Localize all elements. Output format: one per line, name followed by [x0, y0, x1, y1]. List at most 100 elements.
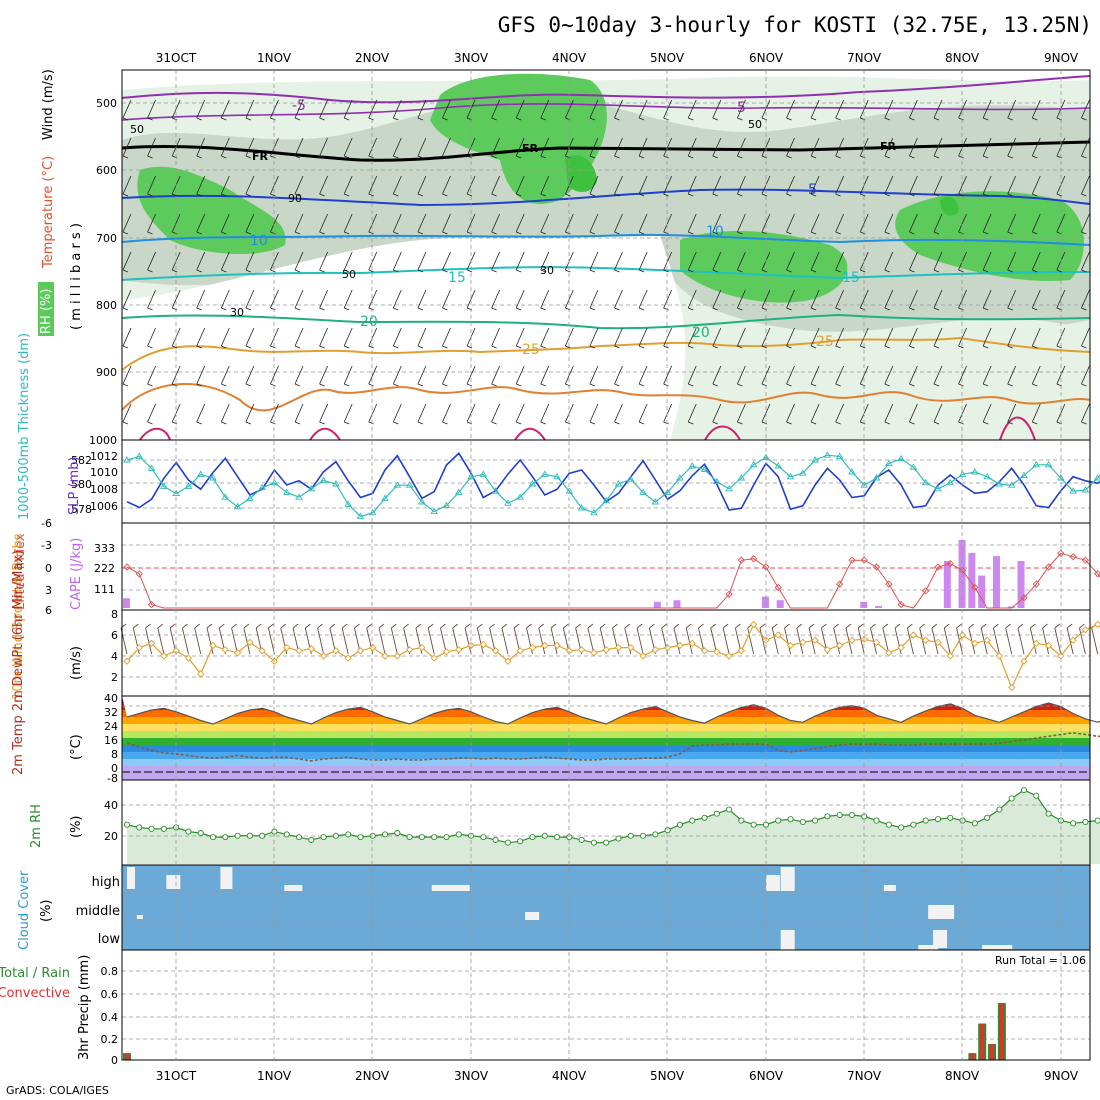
wind10m-barb-flag [821, 623, 827, 629]
upper-barb [540, 403, 550, 423]
wind10m-point [946, 652, 954, 660]
upper-barb [270, 175, 279, 195]
upper-barb [491, 289, 500, 309]
upper-barb-flag [958, 421, 964, 425]
upper-barb [392, 99, 402, 119]
ytick-600: 600 [96, 164, 117, 177]
upper-barb-flag [466, 193, 473, 197]
upper-barb [810, 175, 820, 195]
upper-barb [515, 289, 525, 309]
rh2m-point [689, 817, 696, 824]
cloud-block [780, 867, 795, 891]
upper-barb [343, 327, 353, 347]
label-15-left: 15 [448, 270, 466, 286]
cape-bar [776, 600, 784, 608]
upper-barb-flag [614, 117, 620, 121]
upper-barb-flag [368, 155, 374, 159]
cloud-block [765, 875, 780, 891]
upper-barb [122, 137, 132, 157]
thickness-point [602, 496, 611, 504]
upper-barb-flag [712, 269, 718, 273]
wind10m-barb-flag [292, 623, 299, 629]
cloud-block [127, 867, 135, 889]
rh2m-point [1094, 817, 1100, 824]
upper-barb-flag [589, 345, 596, 349]
thickness-point [860, 481, 869, 488]
upper-barb-flag [835, 421, 841, 425]
thickness-tick-580: 580 [71, 478, 92, 491]
upper-barb-flag [860, 421, 866, 425]
temp-ticks: 40 32 24 16 8 0 -8 [104, 692, 118, 785]
wind10m-panel: 8 6 4 2 10m Wind Speed & Barbs (m/s) [11, 533, 1100, 700]
upper-barb [491, 327, 500, 347]
lifted-index-point [836, 580, 844, 588]
wind10m-barb [1017, 627, 1025, 655]
upper-barb [958, 99, 967, 119]
upper-barb [442, 137, 451, 157]
wind10m-barb [181, 627, 189, 655]
upper-barb-flag [294, 155, 301, 159]
lifted-index-point [123, 563, 131, 571]
upper-barb-flag [540, 345, 546, 349]
upper-barb [614, 403, 623, 423]
upper-barb [835, 251, 845, 271]
upper-barb-flag [122, 193, 129, 197]
upper-barb [589, 99, 599, 119]
wind10m-barb-flag [268, 623, 274, 629]
upper-barb [540, 289, 550, 309]
upper-barb-flag [1081, 345, 1087, 349]
label-rh30-a: 30 [540, 264, 554, 277]
upper-barb [147, 289, 156, 309]
upper-barb [270, 289, 279, 309]
wind10m-point [664, 643, 672, 652]
cloud-level-high: high [92, 875, 120, 890]
upper-barb-flag [442, 421, 448, 425]
thickness-point [995, 480, 1004, 487]
upper-barb [294, 213, 304, 233]
upper-barb [1081, 175, 1090, 195]
upper-barb [442, 365, 451, 385]
upper-barb [712, 213, 722, 233]
cape-bar [958, 539, 966, 608]
upper-barb-flag [835, 383, 841, 387]
upper-barb [835, 327, 845, 347]
ylabel-rh-overlay: RH (%) [39, 289, 54, 334]
upper-barb-flag [835, 307, 841, 311]
upper-barb [392, 251, 402, 271]
upper-barb [319, 327, 328, 347]
upper-barb [589, 251, 599, 271]
upper-barb-flag [835, 269, 841, 273]
upper-barb-flag [909, 117, 915, 121]
wind10m-barb-flag [980, 623, 987, 629]
wind10m-barb-flag [784, 623, 790, 629]
top-date-1: 1NOV [257, 51, 292, 65]
upper-barb-flag [884, 117, 890, 121]
wind10m-point [836, 641, 844, 650]
upper-barb [712, 403, 722, 423]
bottom-date-7: 7NOV [847, 1069, 882, 1083]
wind10m-barb-flag [243, 623, 250, 629]
upper-barb [687, 175, 697, 195]
wind10m-barb [157, 627, 165, 655]
rh2m-point [455, 831, 462, 838]
wind10m-barb-flag [391, 623, 397, 629]
wind10m-point [786, 641, 795, 650]
wind10m-point [590, 649, 598, 657]
upper-barb [147, 403, 156, 423]
label-20-right: 20 [692, 325, 710, 341]
upper-barb-flag [663, 345, 669, 349]
wind10m-point [811, 636, 819, 644]
upper-barb-flag [712, 383, 718, 387]
lifted-index-point [848, 556, 856, 564]
wind10m-point [135, 643, 143, 652]
label-rh50-b: 50 [342, 268, 356, 281]
cloud-block [284, 885, 303, 891]
upper-barb-flag [1081, 269, 1087, 273]
label-neg5-right: -5 [732, 100, 746, 116]
rh2m-point [123, 821, 131, 828]
upper-barb-flag [245, 421, 252, 425]
wind10m-point [160, 652, 168, 660]
upper-barb [909, 175, 918, 195]
upper-barb-flag [491, 155, 497, 159]
upper-barb [368, 251, 378, 271]
